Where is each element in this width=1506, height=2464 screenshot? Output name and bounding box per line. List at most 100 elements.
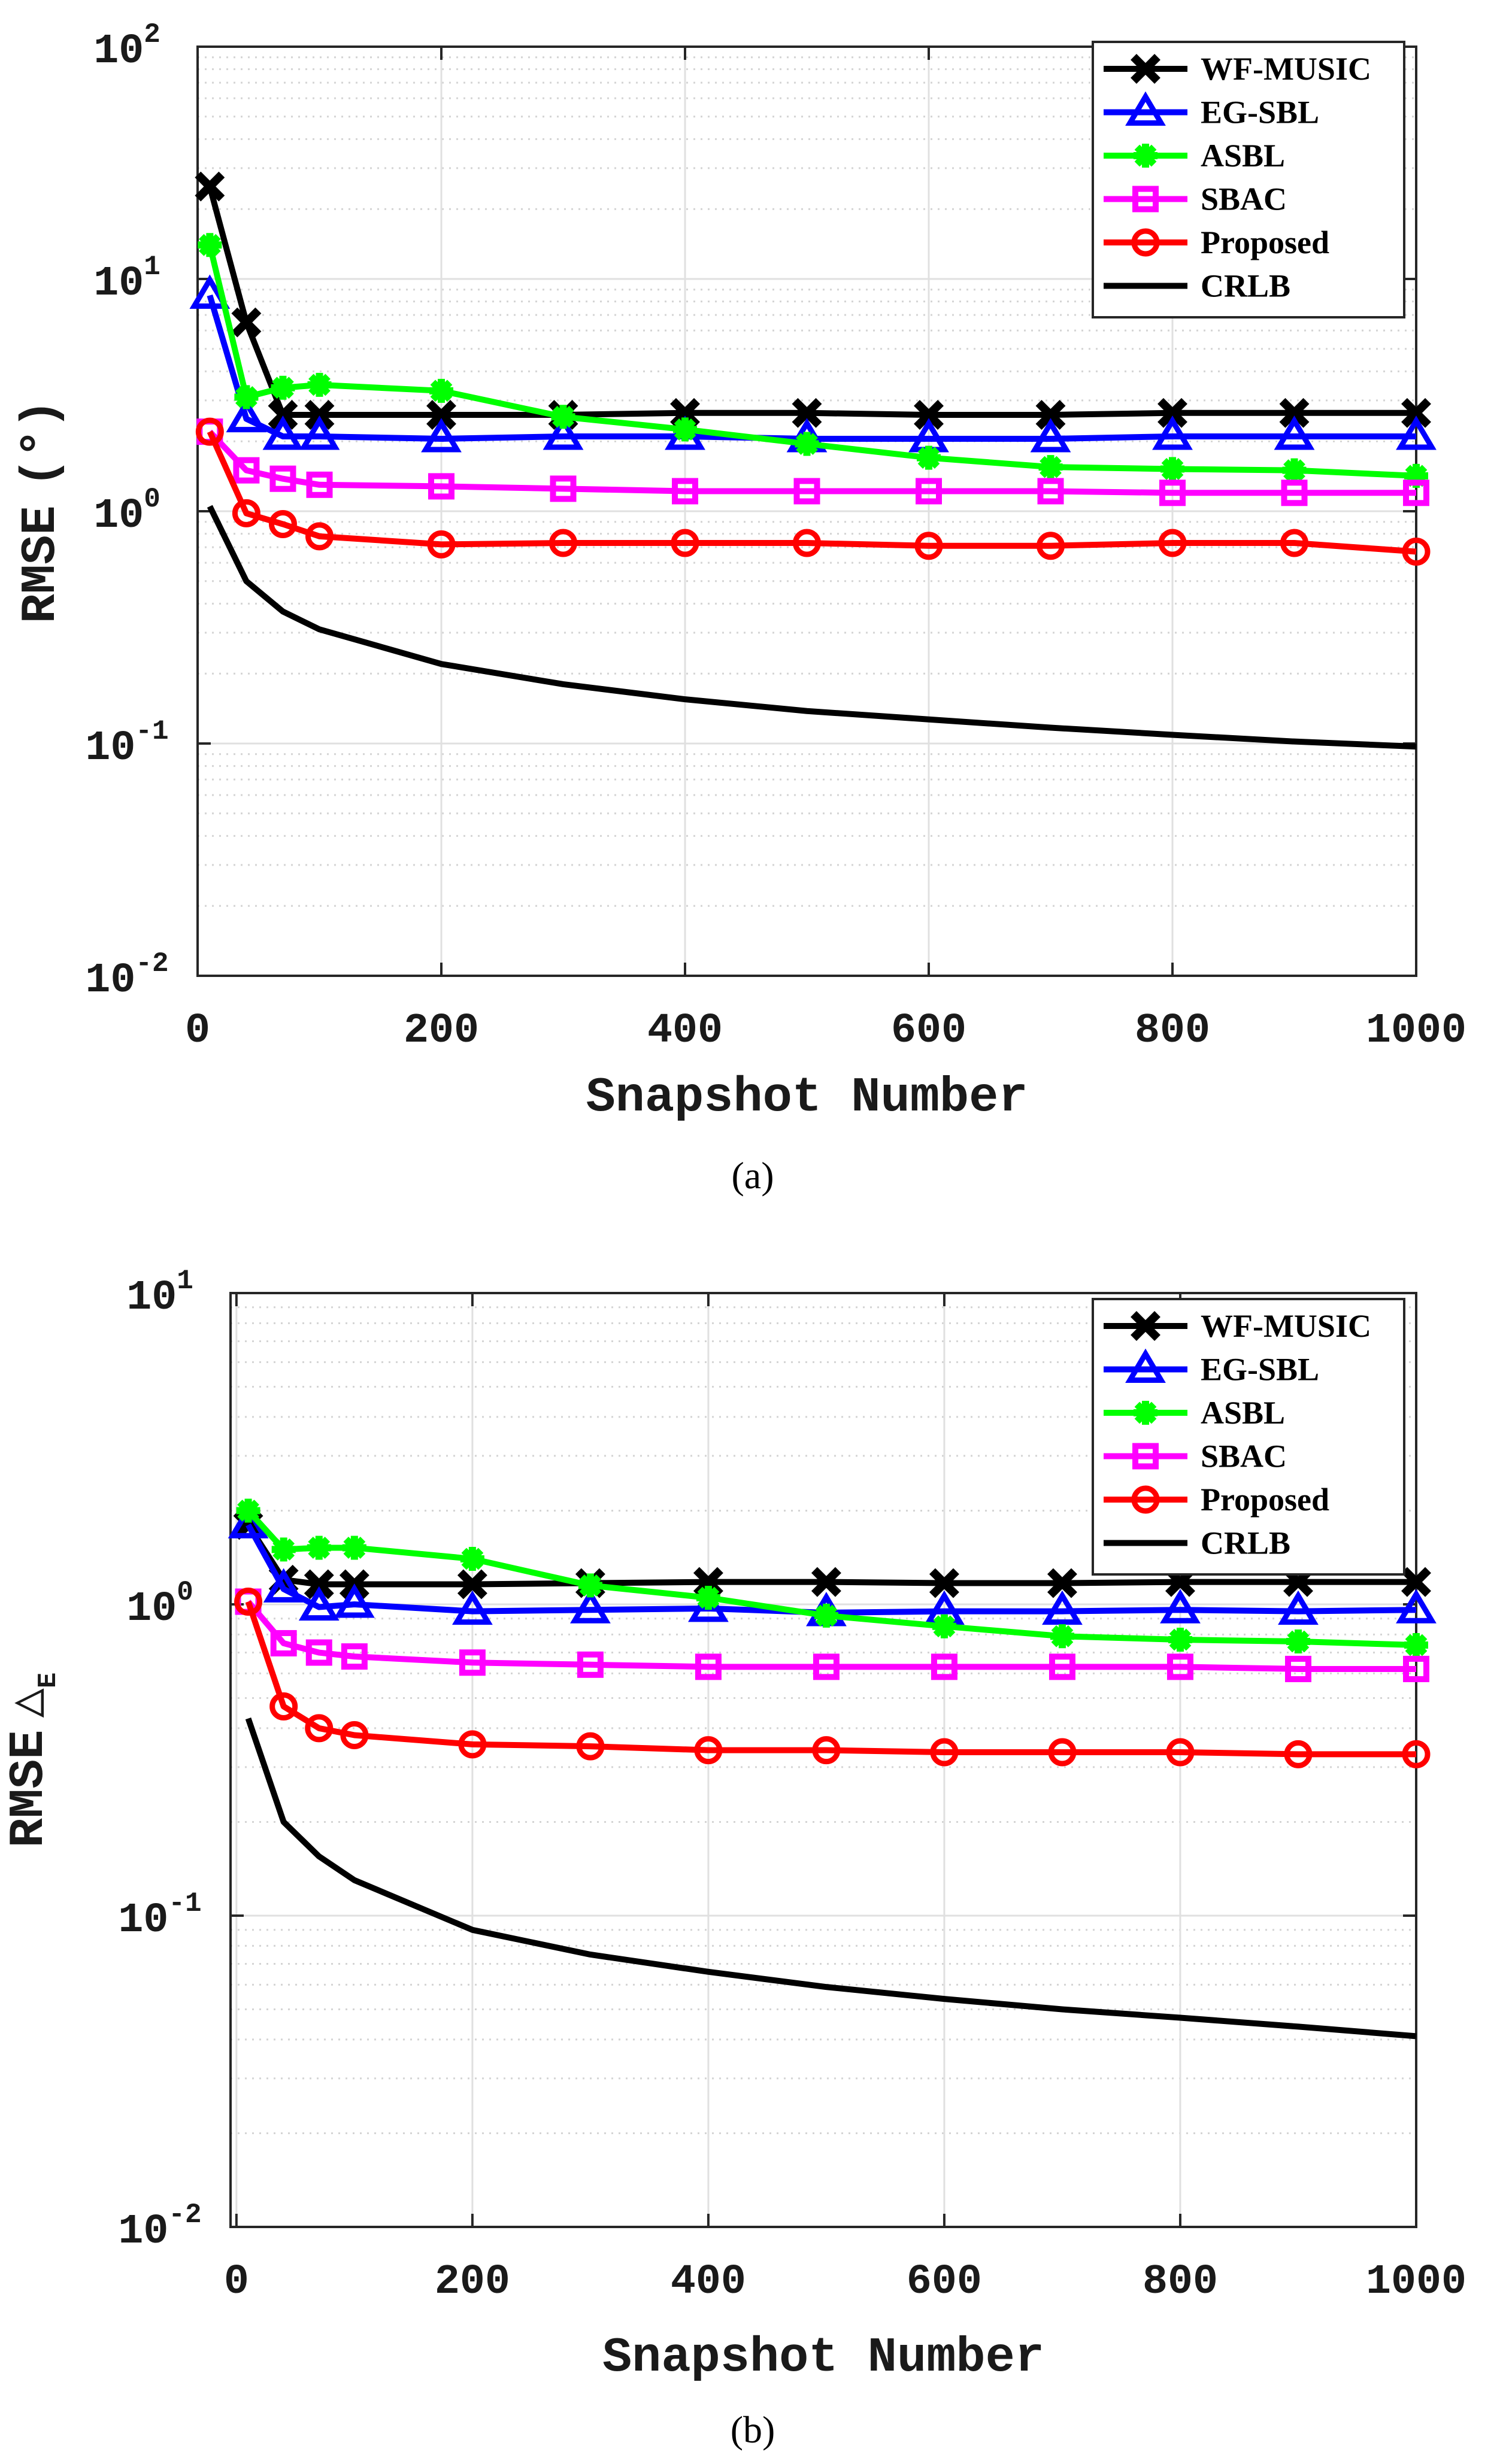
panel-a-ytick-base: 10 (93, 493, 144, 540)
panel-a-legend-box (1092, 41, 1405, 318)
panel-a-y-axis-label: RMSE (°) (13, 399, 69, 623)
panel-a-legend-entry-wf-music: WF-MUSIC (1104, 51, 1371, 87)
panel-a-caption: (a) (731, 1154, 774, 1197)
panel-b-legend-label: SBAC (1201, 1439, 1287, 1474)
panel-b-point-asbl (1168, 1628, 1192, 1652)
panel-a-point-proposed (232, 499, 260, 527)
panel-a-point-proposed (305, 522, 334, 551)
panel-a-point-proposed (427, 530, 456, 559)
panel-a-point-wf-music (1401, 397, 1431, 428)
panel-a-point-proposed (1158, 529, 1187, 557)
panel-a-point-proposed (793, 529, 821, 557)
panel-b-point-sbac (270, 1629, 297, 1656)
panel-b-legend-label: EG-SBL (1201, 1352, 1319, 1388)
panel-a-ytick-label: 102 (93, 19, 160, 75)
panel-a-x-axis-label: Snapshot Number (586, 1070, 1028, 1125)
panel-a-line-sbac (207, 429, 1416, 496)
panel-a-point-sbac (269, 465, 296, 492)
panel-a-xtick-label: 0 (185, 1008, 210, 1055)
panel-b-point-proposed (340, 1721, 369, 1750)
panel-b-point-wf-music (304, 1569, 334, 1600)
panel-b-point-asbl (307, 1536, 331, 1560)
panel-b-point-proposed (234, 1588, 263, 1616)
panel-b-ytick-label: 10-2 (118, 2199, 201, 2256)
panel-b-point-proposed (1402, 1740, 1431, 1768)
panel-a-point-eg-sbl (421, 418, 462, 453)
panel-b-point-sbac (931, 1653, 957, 1680)
panel-b-legend-entry-sbac: SBAC (1104, 1439, 1287, 1474)
panel-a-point-proposed (1280, 529, 1308, 557)
panel-b-series-proposed (234, 1588, 1431, 1768)
panel-b-point-proposed (930, 1738, 959, 1767)
panel-a-point-asbl (429, 378, 453, 403)
panel-b-point-eg-sbl (1396, 1589, 1437, 1624)
panel-a-point-sbac (916, 478, 942, 505)
panel-a-legend-label: SBAC (1201, 181, 1287, 217)
panel-a-ytick-label: 10-1 (85, 716, 168, 772)
panel-b-ytick-exponent: 1 (177, 1266, 193, 1297)
panel-a-point-asbl (1282, 458, 1307, 483)
panel-b-point-proposed (269, 1692, 298, 1721)
panel-a-point-eg-sbl (1152, 415, 1193, 450)
panel-b-point-sbac (1284, 1655, 1311, 1682)
panel-a-point-wf-music (231, 307, 262, 338)
panel-a-point-asbl (271, 375, 295, 400)
panel-a-point-asbl (1404, 463, 1428, 488)
panel-a: 0 200 400 600 800 100010-210-1100101102WF-MUS… (13, 19, 1466, 1197)
panel-b-ytick-label: 10-1 (118, 1888, 201, 1944)
panel-b-line-proposed (245, 1600, 1416, 1758)
panel-b-point-sbac (459, 1649, 486, 1676)
panel-b-xtick-label: 200 (435, 2259, 510, 2306)
panel-b-ytick-base: 10 (126, 1275, 177, 1322)
panel-b: 0 200 400 600 800 100010-210-1100101WF-MUSICE… (1, 1266, 1466, 2451)
panel-b-point-sbac (577, 1651, 604, 1678)
panel-b-point-wf-music (1047, 1568, 1077, 1598)
panel-a-point-asbl (234, 385, 259, 409)
panel-a-xtick-label: 800 (1135, 1008, 1210, 1055)
panel-a-point-wf-music (1035, 400, 1066, 430)
panel-b-ytick-exponent: 0 (177, 1577, 193, 1608)
panel-a-ytick-exponent: 2 (144, 19, 160, 50)
panel-b-xtick-label: 800 (1143, 2259, 1218, 2306)
panel-a-point-asbl (307, 372, 332, 397)
panel-a-point-eg-sbl (226, 397, 267, 433)
panel-b-point-sbac (813, 1653, 840, 1680)
panel-a-point-wf-music (426, 400, 456, 430)
panel-b-legend-entry-wf-music: WF-MUSIC (1104, 1308, 1371, 1344)
panel-a-legend-label: EG-SBL (1201, 95, 1319, 131)
panel-a-point-proposed (549, 529, 577, 557)
panel-a-point-asbl (1038, 455, 1063, 480)
panel-b-point-asbl (696, 1585, 720, 1610)
panel-b-point-asbl (932, 1614, 956, 1638)
panel-a-xtick-label: 400 (647, 1008, 723, 1055)
panel-b-series-asbl (236, 1498, 1428, 1657)
panel-b-series-group (228, 1498, 1437, 2040)
panel-b-ytick-base: 10 (118, 2208, 168, 2256)
panel-a-xtick-label: 200 (404, 1008, 479, 1055)
panel-b-caption: (b) (731, 2408, 775, 2451)
panel-a-y-axis-label-unit: (°) (13, 399, 69, 488)
panel-b-point-sbac (1166, 1653, 1193, 1680)
panel-b-xtick-label: 400 (671, 2259, 746, 2306)
panel-b-point-eg-sbl (452, 1590, 493, 1625)
panel-a-point-sbac (1281, 480, 1308, 506)
panel-a-point-eg-sbl (543, 415, 584, 450)
panel-b-x-axis-label: Snapshot Number (602, 2330, 1044, 2386)
panel-a-point-wf-music (914, 400, 944, 430)
panel-a-legend-label: ASBL (1201, 138, 1285, 174)
panel-a-point-sbac (1159, 480, 1186, 506)
panel-b-axes-box (229, 1292, 1417, 2228)
panel-a-point-asbl (917, 445, 941, 470)
panel-a-point-sbac (550, 475, 577, 502)
panel-a-point-proposed (1402, 537, 1431, 566)
panel-b-point-eg-sbl (1278, 1590, 1319, 1625)
panel-a-legend-entry-eg-sbl: EG-SBL (1104, 91, 1319, 131)
panel-b-point-proposed (458, 1730, 487, 1759)
panel-a-legend-entry-sbac: SBAC (1104, 181, 1287, 217)
panel-b-ytick-base: 10 (126, 1586, 177, 1633)
panel-b-legend-box (1092, 1298, 1405, 1576)
panel-b-point-asbl (1286, 1629, 1310, 1653)
panel-a-series-asbl (198, 233, 1428, 488)
panel-a-point-wf-music (1279, 397, 1310, 428)
panel-a-xtick-label: 600 (891, 1008, 966, 1055)
